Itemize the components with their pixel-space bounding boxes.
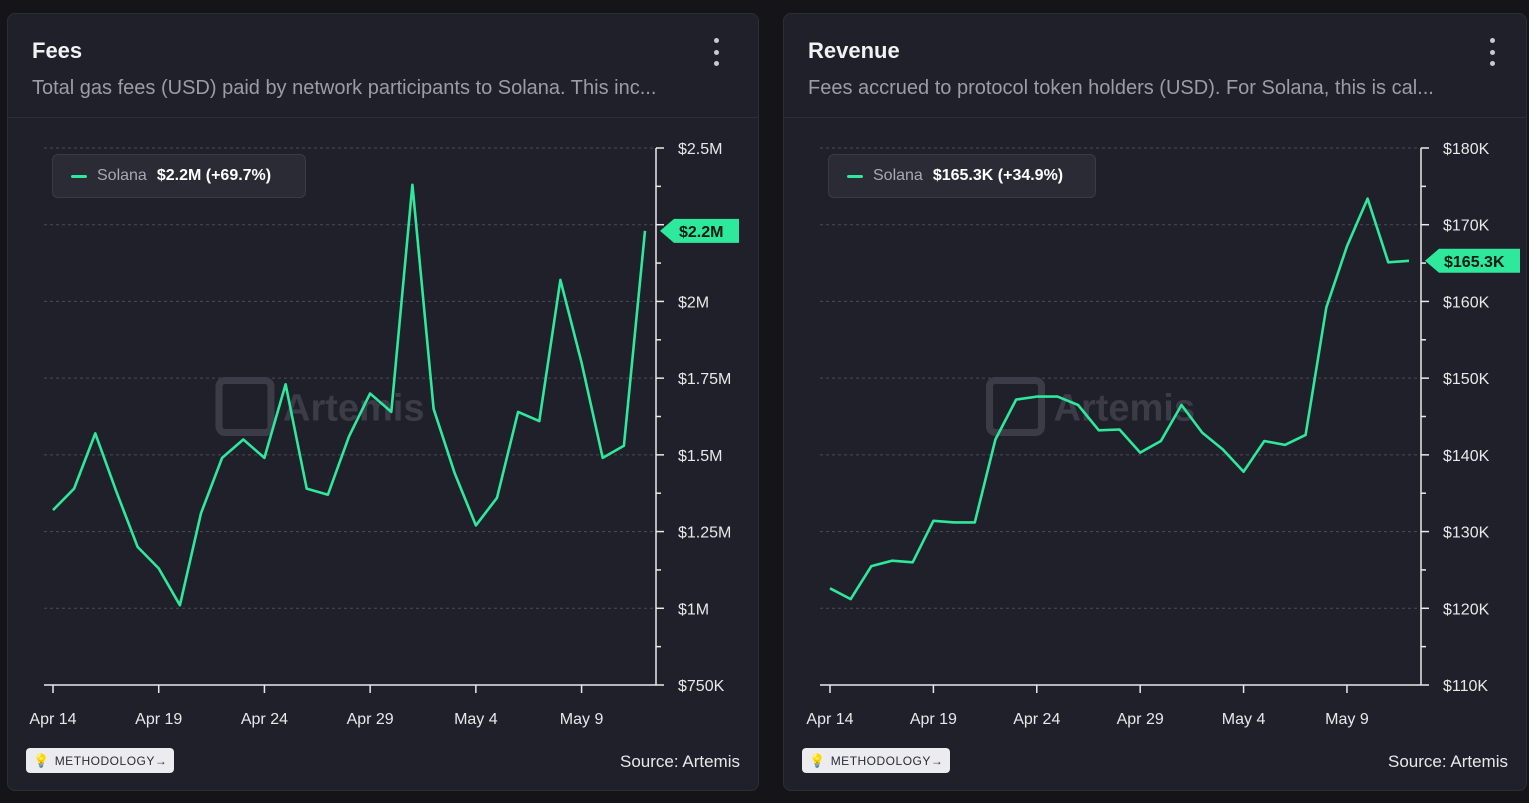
chart-legend: Solana $2.2M (+69.7%) xyxy=(52,154,306,198)
y-tick-label: $1.25M xyxy=(678,525,731,542)
methodology-button[interactable]: 💡 METHODOLOGY→ xyxy=(26,748,175,773)
last-value-tag-bg xyxy=(660,218,739,243)
divider xyxy=(784,117,1526,118)
revenue-chart: Artemis $110K $120K $130K $140K $150K $160K $17… xyxy=(806,141,1520,728)
x-tick-label: May 9 xyxy=(1325,711,1369,728)
y-tick-label: $2M xyxy=(678,294,709,311)
x-tick-label: May 9 xyxy=(560,711,604,728)
watermark: Artemis xyxy=(986,377,1196,436)
legend-series-value: $165.3K (+34.9%) xyxy=(932,167,1064,184)
fees-card: Fees Total gas fees (USD) paid by networ… xyxy=(7,13,759,791)
last-value-tag: $2.2M xyxy=(660,218,739,243)
y-tick-label: $120K xyxy=(1443,601,1490,618)
y-tick-label: $150K xyxy=(1443,371,1490,388)
legend-series-value: $2.2M (+69.7%) xyxy=(156,167,272,184)
watermark-text: Artemis xyxy=(283,388,425,430)
y-tick-label: $110K xyxy=(1443,678,1488,695)
y-tick-label: $170K xyxy=(1443,218,1490,235)
methodology-label: METHODOLOGY→ xyxy=(54,753,168,768)
revenue-card: Revenue Fees accrued to protocol token h… xyxy=(783,13,1527,791)
artemis-logo-icon xyxy=(986,377,1045,436)
y-tick-label: $2.5M xyxy=(678,141,722,158)
watermark-text: Artemis xyxy=(1054,388,1196,430)
lightbulb-icon: 💡 xyxy=(33,752,50,768)
source-label: Source: Artemis xyxy=(620,752,740,771)
x-tick-label: Apr 14 xyxy=(806,711,853,728)
more-options-icon[interactable] xyxy=(1484,38,1500,66)
x-tick-label: Apr 29 xyxy=(1117,711,1164,728)
watermark: Artemis xyxy=(215,377,425,436)
y-tick-label: $1.75M xyxy=(678,371,731,388)
y-tick-label: $1M xyxy=(678,601,709,618)
series-line-solana xyxy=(829,197,1410,601)
y-tick-label: $180K xyxy=(1443,141,1490,158)
y-tick-label: $750K xyxy=(678,678,725,695)
legend-series-name: Solana xyxy=(97,167,147,184)
fees-chart: Artemis $750K $1M $1.25M $1.5M $1.75M $2M $2.5M… xyxy=(29,141,739,728)
artemis-logo-icon xyxy=(215,377,275,436)
last-value-label: $2.2M xyxy=(679,224,723,241)
methodology-button[interactable]: 💡 METHODOLOGY→ xyxy=(802,748,951,773)
x-tick-label: Apr 29 xyxy=(347,711,394,728)
x-tick-label: Apr 24 xyxy=(241,711,288,728)
source-label: Source: Artemis xyxy=(1388,752,1508,771)
x-tick-label: Apr 19 xyxy=(910,711,957,728)
legend-swatch xyxy=(71,174,87,178)
series-line-solana xyxy=(52,183,647,607)
legend-series-name: Solana xyxy=(873,167,923,184)
methodology-label: METHODOLOGY→ xyxy=(830,753,944,768)
x-tick-label: Apr 24 xyxy=(1013,711,1060,728)
card-title: Fees xyxy=(32,38,83,63)
card-title: Revenue xyxy=(808,38,900,63)
divider xyxy=(8,117,758,118)
x-tick-label: May 4 xyxy=(1222,711,1266,728)
last-value-label: $165.3K xyxy=(1444,254,1505,271)
last-value-tag: $165.3K xyxy=(1425,248,1520,273)
lightbulb-icon: 💡 xyxy=(809,752,826,768)
y-tick-label: $140K xyxy=(1443,448,1490,465)
x-tick-label: Apr 14 xyxy=(29,711,76,728)
more-options-icon[interactable] xyxy=(708,38,724,66)
chart-legend: Solana $165.3K (+34.9%) xyxy=(828,154,1096,198)
x-tick-label: Apr 19 xyxy=(135,711,182,728)
last-value-tag-bg xyxy=(1425,248,1520,273)
legend-swatch xyxy=(847,174,863,178)
y-tick-label: $1.5M xyxy=(678,448,722,465)
x-tick-label: May 4 xyxy=(454,711,498,728)
y-tick-label: $130K xyxy=(1443,525,1490,542)
y-tick-label: $160K xyxy=(1443,294,1490,311)
